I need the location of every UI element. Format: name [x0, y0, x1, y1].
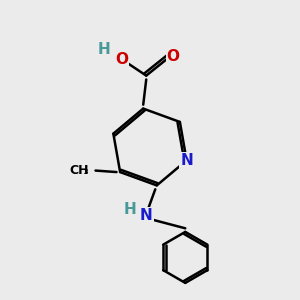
Text: N: N [180, 153, 193, 168]
Text: O: O [167, 49, 180, 64]
Text: O: O [115, 52, 128, 68]
Text: ₃: ₃ [72, 166, 88, 176]
Text: CH: CH [69, 164, 88, 177]
Text: H: H [123, 202, 136, 217]
Text: N: N [140, 208, 153, 223]
Text: H: H [98, 42, 111, 57]
